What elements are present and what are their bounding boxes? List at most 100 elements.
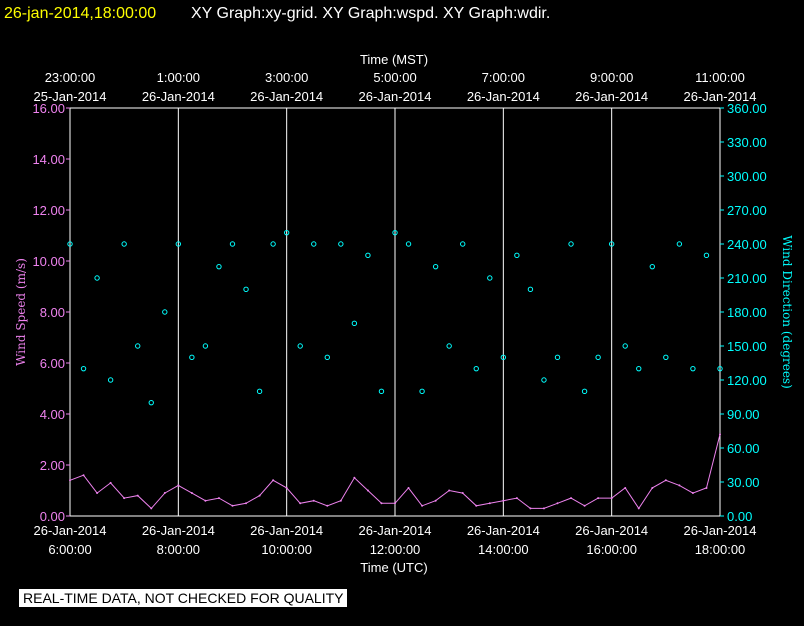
wind-direction-point (568, 241, 574, 247)
y-right-tick-label: 300.00 (727, 169, 767, 184)
wind-direction-point (311, 241, 317, 247)
wind-speed-point (204, 499, 207, 502)
y-right-tick-label: 240.00 (727, 237, 767, 252)
wind-direction-point (432, 263, 439, 270)
wind-direction-point (392, 229, 398, 236)
wind-speed-point (488, 502, 491, 505)
x-top-tick-time: 7:00:00 (482, 70, 525, 85)
wind-speed-point (448, 489, 451, 492)
wind-direction-point (365, 252, 371, 259)
x-top-tick-time: 3:00:00 (265, 70, 308, 85)
y-left-tick-label: 0.00 (40, 509, 65, 524)
wind-speed-point (583, 504, 586, 507)
x-top-tick-date: 26-Jan-2014 (250, 89, 323, 104)
wind-direction-point (581, 388, 588, 395)
wind-speed-series (69, 433, 721, 510)
x-top-axis-title: Time (MST) (360, 52, 428, 67)
y-left-tick-label: 14.00 (32, 152, 65, 167)
wind-direction-point (67, 241, 73, 247)
y-left-tick-label: 12.00 (32, 203, 65, 218)
y-left-tick-label: 2.00 (40, 458, 65, 473)
x-top-tick-date: 26-Jan-2014 (142, 89, 215, 104)
x-bottom-tick-time: 6:00:00 (48, 542, 91, 557)
wind-speed-point (597, 497, 600, 500)
wind-direction-point (541, 377, 547, 383)
wind-speed-point (245, 502, 248, 505)
y-left-tick-label: 6.00 (40, 356, 65, 371)
wind-speed-point (82, 474, 85, 477)
wind-speed-point (394, 502, 396, 505)
wind-direction-point (446, 343, 452, 349)
wind-direction-point (649, 263, 655, 270)
wind-speed-point (502, 499, 505, 502)
wind-speed-point (624, 486, 627, 489)
wind-speed-point (637, 507, 640, 510)
x-top-tick-time: 1:00:00 (157, 70, 200, 85)
data-quality-notice: REAL-TIME DATA, NOT CHECKED FOR QUALITY (19, 589, 348, 607)
wind-speed-point (285, 486, 288, 489)
wind-speed-point (678, 484, 681, 487)
y-left-tick-label: 10.00 (32, 254, 65, 269)
wind-direction-point (554, 354, 561, 361)
x-bottom-tick-time: 18:00:00 (695, 542, 746, 557)
wind-direction-point (270, 241, 276, 247)
wind-direction-point (378, 388, 385, 395)
y-right-tick-label: 120.00 (727, 373, 767, 388)
wind-direction-point (297, 343, 303, 349)
wind-speed-point (421, 504, 424, 507)
wind-speed-point (177, 484, 180, 487)
wind-speed-point (136, 494, 139, 497)
wind-direction-series (67, 229, 723, 406)
wind-direction-point (148, 399, 154, 406)
wind-speed-point (326, 504, 329, 507)
wind-speed-point (69, 479, 71, 482)
wind-speed-point (664, 479, 667, 482)
x-bottom-tick-date: 26-Jan-2014 (34, 523, 107, 538)
wind-speed-point (719, 433, 721, 436)
wind-direction-point (94, 275, 100, 281)
wind-speed-point (461, 492, 464, 495)
x-bottom-tick-labels: 26-Jan-2014 6:00:00 26-Jan-2014 8:00:00 26-J… (34, 523, 757, 557)
x-top-tick-time: 23:00:00 (45, 70, 96, 85)
y-right-tick-label: 180.00 (727, 305, 767, 320)
wind-speed-point (515, 497, 518, 500)
y-right-tick-label: 270.00 (727, 203, 767, 218)
wind-direction-point (324, 354, 330, 361)
wind-direction-point (135, 343, 141, 349)
wind-speed-point (163, 492, 166, 495)
wind-speed-point (299, 502, 302, 505)
x-bottom-tick-date: 26-Jan-2014 (250, 523, 323, 538)
wind-direction-point (419, 388, 425, 395)
x-bottom-tick-date: 26-Jan-2014 (684, 523, 757, 538)
x-bottom-tick-time: 16:00:00 (586, 542, 637, 557)
wind-direction-point (189, 354, 195, 361)
x-bottom-tick-date: 26-Jan-2014 (467, 523, 540, 538)
wind-speed-point (150, 507, 153, 510)
y-left-tick-label: 16.00 (32, 101, 65, 116)
x-bottom-axis-title: Time (UTC) (360, 560, 427, 575)
x-bottom-tick-time: 8:00:00 (157, 542, 200, 557)
wind-direction-point (121, 241, 127, 247)
wind-direction-point (162, 309, 168, 315)
x-top-tick-date: 26-Jan-2014 (684, 89, 757, 104)
y-right-axis-title: Wind Direction (degrees) (780, 235, 794, 389)
wind-direction-point (514, 252, 520, 259)
wind-direction-point (608, 241, 615, 247)
wind-speed-point (570, 497, 573, 500)
wind-speed-point (96, 492, 99, 495)
x-top-tick-time: 5:00:00 (373, 70, 416, 85)
wind-speed-point (691, 492, 694, 495)
wind-direction-point (243, 286, 249, 293)
x-top-tick-date: 26-Jan-2014 (575, 89, 648, 104)
wind-speed-point (651, 486, 654, 489)
wind-speed-point (353, 476, 356, 479)
y-right-tick-label: 360.00 (727, 101, 767, 116)
wind-speed-point (475, 504, 478, 507)
wind-direction-point (283, 229, 290, 236)
wind-direction-point (338, 241, 344, 247)
header-timestamp: 26-jan-2014,18:00:00 (4, 5, 156, 22)
y-left-tick-label: 8.00 (40, 305, 65, 320)
wind-speed-point (272, 479, 275, 482)
wind-direction-point (595, 354, 601, 361)
y-right-tick-label: 210.00 (727, 271, 767, 286)
